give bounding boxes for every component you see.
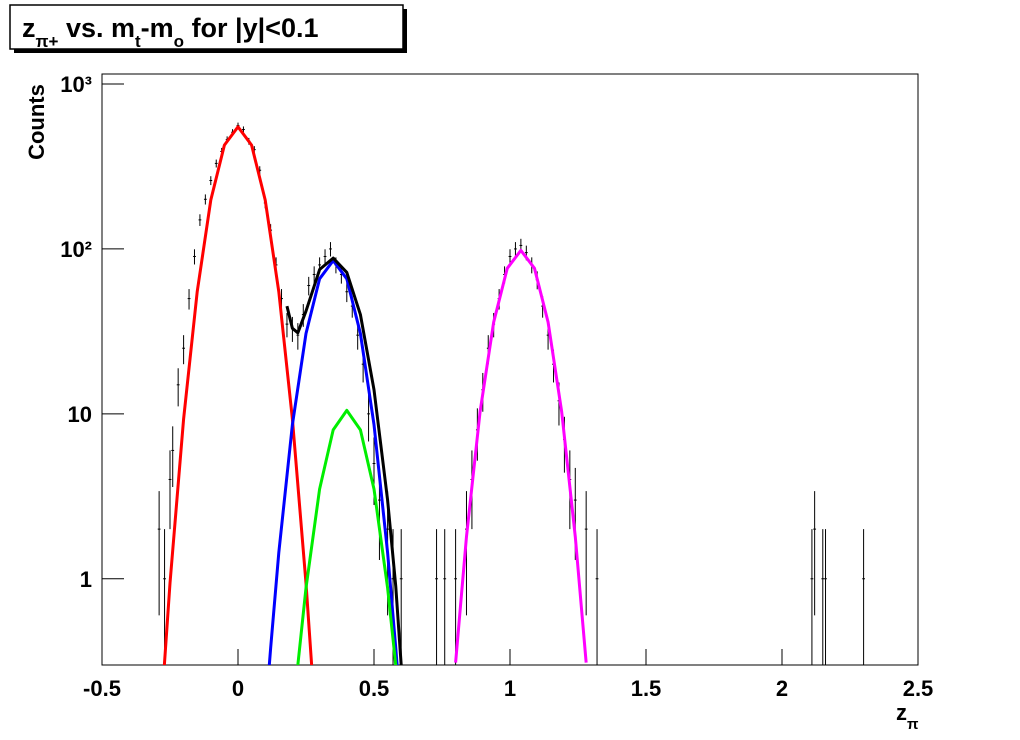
title-part: t bbox=[135, 32, 141, 51]
data-point bbox=[187, 289, 191, 310]
data-point bbox=[862, 529, 865, 665]
title-part: -m bbox=[141, 13, 174, 43]
fit-curve bbox=[454, 248, 588, 663]
data-point bbox=[813, 491, 817, 616]
data-point bbox=[285, 312, 289, 338]
x-tick-label: 2.5 bbox=[903, 676, 934, 701]
y-tick-label: 1 bbox=[80, 567, 92, 592]
data-point bbox=[345, 282, 349, 303]
data-point bbox=[514, 242, 517, 257]
data-point bbox=[821, 529, 825, 665]
y-axis-label: Counts bbox=[24, 84, 49, 160]
data-point bbox=[307, 276, 311, 296]
title-part: o bbox=[174, 32, 184, 51]
y-tick-label: 10 bbox=[68, 402, 92, 427]
axes: -0.5 0 0.5 1 1.5 2 2.5 1 10 10² 10³ bbox=[60, 72, 933, 701]
data-point bbox=[329, 242, 332, 257]
data-point bbox=[584, 491, 588, 616]
data-point bbox=[182, 335, 185, 365]
data-point bbox=[508, 249, 512, 265]
title-box bbox=[9, 4, 404, 50]
data-point bbox=[367, 393, 370, 442]
x-label-part: π bbox=[907, 716, 919, 733]
data-point bbox=[209, 176, 213, 186]
data-point bbox=[193, 249, 196, 265]
data-point bbox=[214, 159, 218, 168]
x-tick-label: 0.5 bbox=[359, 676, 390, 701]
fit-curve bbox=[267, 259, 399, 665]
y-tick-label: 10² bbox=[60, 237, 92, 262]
data-point bbox=[171, 426, 175, 488]
data-point bbox=[176, 368, 180, 407]
plot-area bbox=[157, 122, 865, 665]
data-point bbox=[157, 491, 161, 616]
data-point bbox=[312, 266, 316, 284]
data-point bbox=[443, 529, 447, 665]
title-part: for |y|<0.1 bbox=[184, 13, 318, 43]
chart-title: zπ+ vs. mt-mo for |y|<0.1 bbox=[22, 13, 318, 51]
title-part: z bbox=[22, 13, 36, 43]
data-point bbox=[323, 249, 327, 265]
fit-curve bbox=[285, 256, 403, 665]
x-tick-label: 1 bbox=[504, 676, 516, 701]
data-point bbox=[595, 529, 599, 665]
data-point bbox=[435, 529, 438, 665]
x-tick-label: 2 bbox=[776, 676, 788, 701]
title-part: π+ bbox=[36, 32, 59, 51]
data-point bbox=[824, 529, 827, 665]
data-point bbox=[203, 194, 207, 205]
fit-curve bbox=[296, 408, 398, 665]
title-part: vs. m bbox=[58, 13, 135, 43]
x-axis-label: zπ bbox=[896, 700, 919, 733]
x-tick-label: 1.5 bbox=[631, 676, 662, 701]
x-label-part: z bbox=[896, 700, 907, 725]
data-point bbox=[810, 529, 814, 665]
data-point bbox=[168, 450, 172, 530]
x-tick-label: 0 bbox=[232, 676, 244, 701]
x-tick-label: -0.5 bbox=[83, 676, 121, 701]
y-tick-label: 10³ bbox=[60, 72, 92, 97]
data-point bbox=[198, 214, 202, 226]
data-point bbox=[242, 126, 245, 133]
data-point bbox=[296, 323, 300, 350]
